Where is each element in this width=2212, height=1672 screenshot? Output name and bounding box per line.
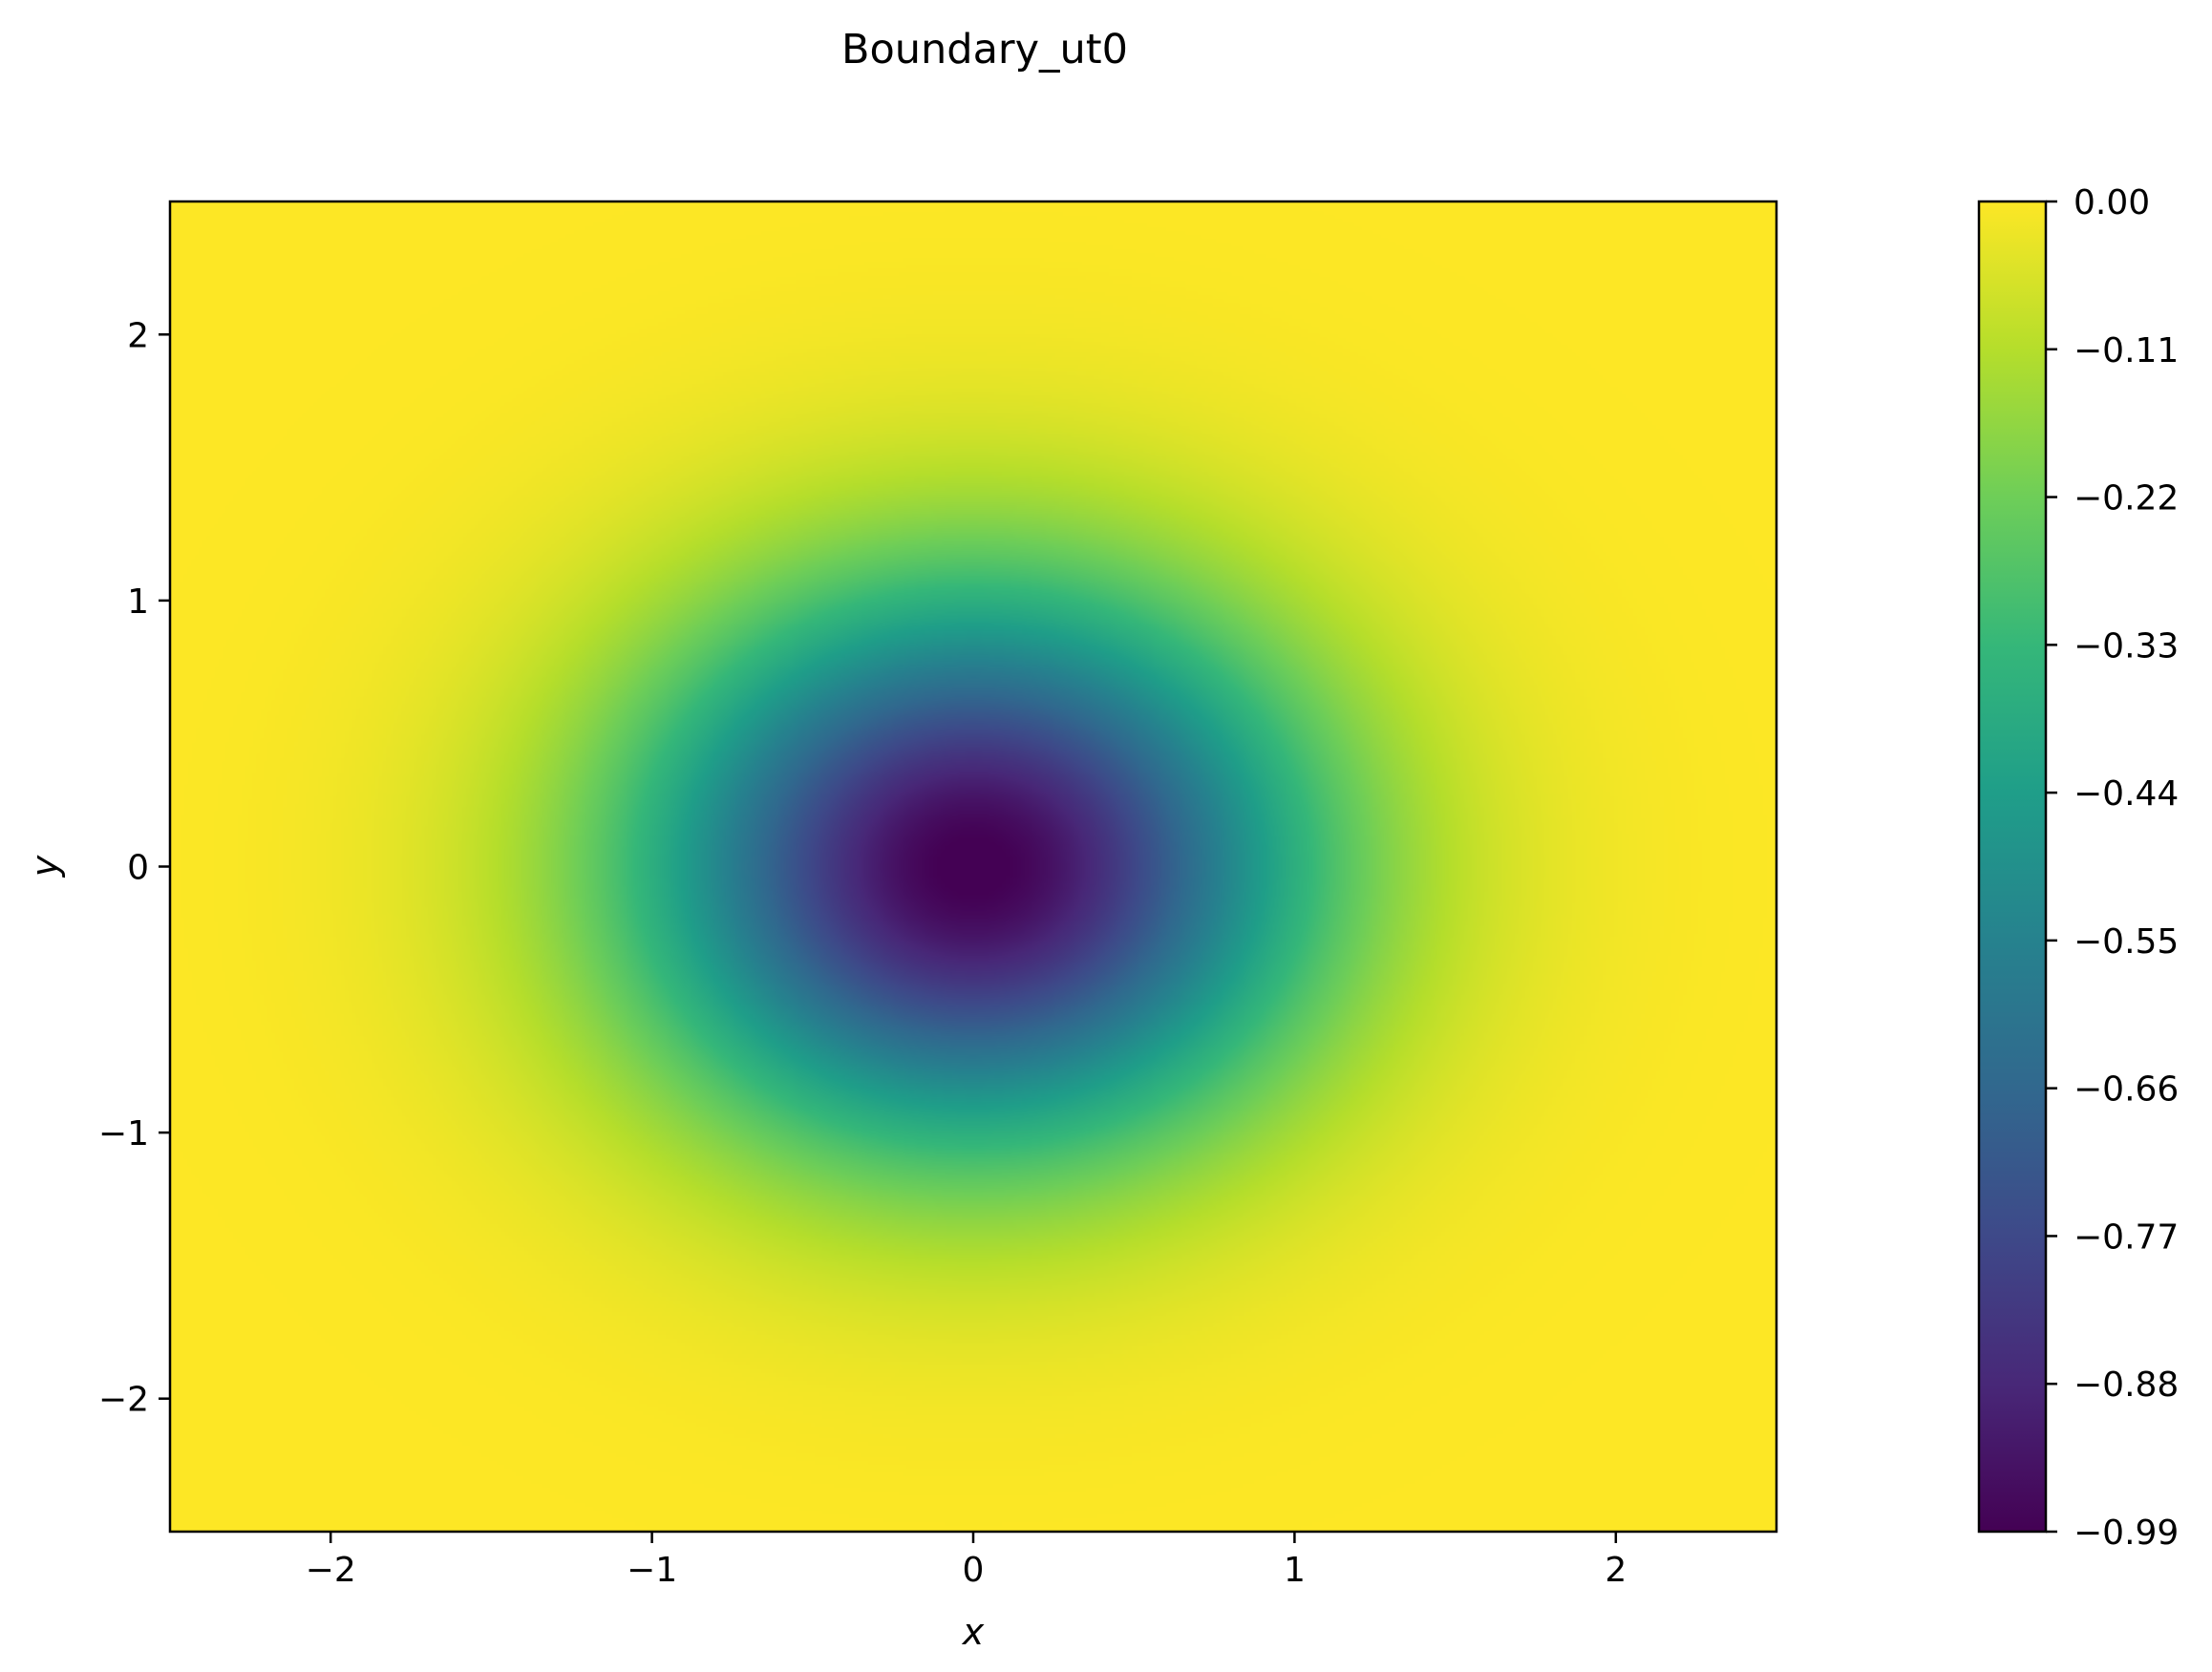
y-tick-label: 2 <box>127 316 149 355</box>
x-tick-label: 0 <box>963 1551 985 1590</box>
y-tick-label: −2 <box>98 1381 149 1420</box>
colorbar: 0.00 −0.11 −0.22 −0.33 −0.44 −0.55 −0.66 −0.77 −… <box>1977 183 2179 1553</box>
y-axis-label: y <box>24 855 66 878</box>
y-tick-label: 1 <box>127 582 149 622</box>
plot-area: −2 −1 0 1 2 −2 −1 0 1 2 <box>98 200 1778 1590</box>
heatmap <box>170 201 1776 1532</box>
colorbar-tick-label: −0.88 <box>2074 1365 2179 1405</box>
colorbar-frame <box>1977 200 2048 1534</box>
x-tick-label: −2 <box>306 1551 356 1590</box>
x-tick-label: 2 <box>1605 1551 1627 1590</box>
colorbar-tick-label: −0.77 <box>2074 1217 2179 1257</box>
colorbar-tick-label: −0.33 <box>2074 626 2179 666</box>
colorbar-ticks: 0.00 −0.11 −0.22 −0.33 −0.44 −0.55 −0.66 −0.77 −… <box>2046 183 2179 1553</box>
colorbar-gradient <box>1979 201 2046 1532</box>
colorbar-tick-label: −0.55 <box>2074 922 2179 962</box>
x-tick-label: −1 <box>627 1551 677 1590</box>
colorbar-tick-label: −0.66 <box>2074 1070 2179 1110</box>
colorbar-tick-label: −0.44 <box>2074 774 2179 814</box>
y-tick-label: −1 <box>98 1114 149 1153</box>
x-axis-label: x <box>962 1611 985 1653</box>
colorbar-tick-label: −0.99 <box>2074 1513 2179 1553</box>
x-axis-ticks: −2 −1 0 1 2 <box>306 1532 1627 1590</box>
chart-title: Boundary_ut0 <box>841 26 1128 74</box>
colorbar-tick-label: −0.22 <box>2074 479 2179 519</box>
y-axis-ticks: −2 −1 0 1 2 <box>98 316 170 1420</box>
x-tick-label: 1 <box>1284 1551 1306 1590</box>
colorbar-tick-label: 0.00 <box>2074 183 2150 222</box>
colorbar-tick-label: −0.11 <box>2074 331 2179 370</box>
y-tick-label: 0 <box>127 849 149 888</box>
